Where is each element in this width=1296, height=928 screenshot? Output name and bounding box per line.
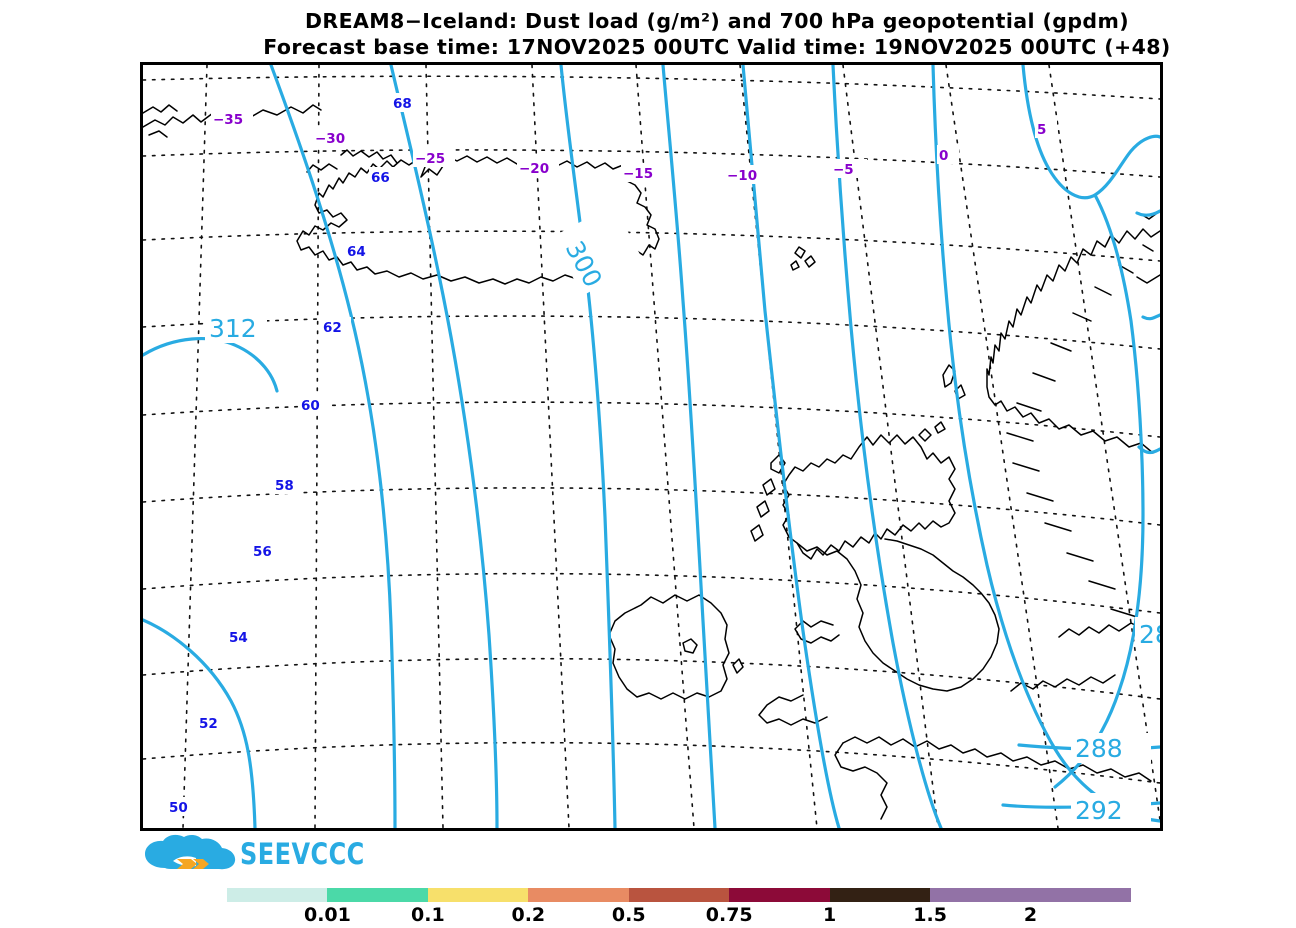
chevron-icon [177, 859, 197, 869]
contour-edge-2 [1141, 313, 1160, 321]
colorbar-tick-1.5: 1.5 [913, 904, 947, 926]
contour-296 [661, 65, 717, 828]
lon-label--15: −15 [623, 166, 653, 182]
colorbar [227, 888, 1131, 902]
colorbar-tick-2: 2 [1023, 904, 1038, 926]
contour-300b [389, 65, 499, 828]
lat-label-54: 54 [229, 630, 248, 646]
coastlines [143, 104, 1160, 820]
cloud-icon [145, 834, 236, 870]
lon-label--25: −25 [415, 151, 445, 167]
seevccc-logo: SEEVCCC [143, 834, 373, 878]
colorbar-segment-4 [628, 888, 730, 902]
colorbar-segment-8 [1030, 888, 1131, 902]
lon-label-5: 5 [1037, 122, 1046, 138]
colorbar-segment-5 [729, 888, 830, 902]
lat-label-62: 62 [323, 320, 342, 336]
page-title: DREAM8−Iceland: Dust load (g/m²) and 700… [304, 9, 1129, 33]
colorbar-segment-6 [829, 888, 931, 902]
contour-300 [559, 65, 617, 828]
contour-label-288: 288 [1075, 734, 1123, 763]
contour-284b [1053, 193, 1145, 789]
contour-labels: 312 300 288 292 284 [205, 204, 1160, 825]
lat-label-56: 56 [253, 544, 272, 560]
colorbar-segment-3 [528, 888, 629, 902]
longitude-labels: −35 −30 −25 −20 −15 −10 −5 0 5 [211, 109, 1057, 184]
graticule [143, 65, 1160, 828]
lon-label--30: −30 [315, 131, 345, 147]
contour-292a [741, 65, 841, 828]
lon-label--35: −35 [213, 112, 243, 128]
colorbar-labels: 0.01 0.1 0.2 0.5 0.75 1 1.5 2 [227, 904, 1131, 928]
title-block: DREAM8−Iceland: Dust load (g/m²) and 700… [142, 8, 1292, 60]
lat-label-50: 50 [169, 800, 188, 816]
map-canvas: 312 300 288 292 284 −35 −30 −25 −20 −15 … [143, 65, 1160, 828]
colorbar-tick-0.5: 0.5 [611, 904, 646, 926]
lat-label-52: 52 [199, 716, 218, 732]
logo-text: SEEVCCC [240, 837, 365, 871]
lon-label--10: −10 [727, 168, 757, 184]
colorbar-gradient [227, 888, 1131, 902]
latitude-labels: 50 52 54 56 58 60 62 64 66 68 [167, 93, 421, 816]
contour-308 [143, 618, 257, 828]
contour-312 [143, 337, 279, 393]
lat-label-64: 64 [347, 244, 366, 260]
contour-292b [831, 65, 943, 828]
lon-label-0: 0 [939, 148, 948, 164]
colorbar-segment-1 [327, 888, 428, 902]
colorbar-segment-0 [227, 888, 328, 902]
lat-label-60: 60 [301, 398, 320, 414]
geopotential-contours [143, 65, 1160, 828]
contour-label-312: 312 [209, 314, 257, 343]
colorbar-segment-2 [427, 888, 529, 902]
contour-label-284: 284 [1139, 620, 1160, 649]
lat-label-58: 58 [275, 478, 294, 494]
lat-label-66: 66 [371, 170, 390, 186]
contour-288 [931, 65, 1160, 823]
contour-edge-3 [1137, 445, 1160, 455]
colorbar-tick-0.75: 0.75 [705, 904, 753, 926]
lat-label-68: 68 [393, 96, 412, 112]
lon-label--20: −20 [519, 161, 549, 177]
colorbar-tick-1: 1 [823, 904, 837, 926]
forecast-time-subtitle: Forecast base time: 17NOV2025 00UTC Vali… [263, 35, 1171, 59]
colorbar-tick-0.2: 0.2 [511, 904, 546, 926]
colorbar-tick-0.1: 0.1 [411, 904, 445, 926]
contour-304 [269, 65, 397, 828]
colorbar-segment-7 [930, 888, 1031, 902]
contour-284 [1021, 65, 1160, 200]
lon-label--5: −5 [833, 162, 854, 178]
contour-label-292: 292 [1075, 796, 1123, 825]
map-frame: 312 300 288 292 284 −35 −30 −25 −20 −15 … [140, 62, 1163, 831]
colorbar-tick-0.01: 0.01 [303, 904, 351, 926]
contour-edge-1 [1135, 209, 1160, 217]
